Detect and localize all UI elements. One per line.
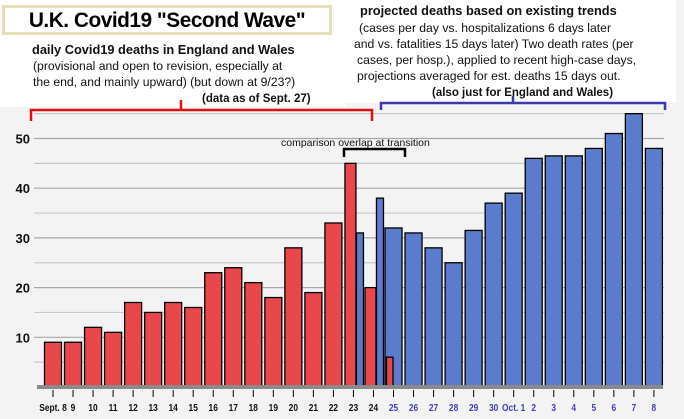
x-tick-label: 11 [109,402,119,414]
x-tick-label: 12 [128,402,137,414]
actual-bar [164,301,183,388]
overlap-bracket [342,147,407,157]
actual-data-bracket [29,100,374,121]
overlap-annotation: comparison overlap at transition [281,137,430,149]
projected-bar [375,197,385,388]
left-note-line: (provisional and open to revision, espec… [33,59,283,73]
x-tick-label: 27 [429,402,438,414]
actual-bar [344,162,357,388]
actual-bar [204,272,223,388]
x-tick-label: 7 [632,402,637,414]
left-note-line: the end, and mainly upward) (but down at… [33,75,296,89]
x-tick-label: 19 [269,402,278,414]
x-axis [37,385,663,389]
chart-title-text: U.K. Covid19 "Second Wave" Death Toll [28,9,306,32]
actual-bar [244,281,263,388]
right-note-line: cases, per hosp.), applied to recent hig… [357,53,637,67]
projected-bar [355,232,365,388]
actual-bar [324,222,343,388]
actual-bar [304,291,323,388]
actual-bar [143,311,163,388]
right-note-line: projections averaged for est. deaths 15 … [357,69,621,83]
header-background-right [346,0,676,103]
projected-bar [564,155,583,388]
x-tick-label: 4 [571,402,576,414]
projected-bar [584,147,603,388]
right-note-line: and vs. fatalities 15 days later) Two de… [354,37,634,51]
x-tick-label: 30 [489,402,498,414]
actual-bar [123,301,143,388]
projected-bar [424,247,443,388]
x-tick-label: 15 [189,402,199,414]
projected-bar [644,147,664,388]
x-tick-label: 18 [249,402,258,414]
y-tick-label: 50 [16,132,30,147]
y-tick-label: 20 [16,281,30,296]
x-tick-label: 26 [409,402,418,414]
x-tick-label: 3 [551,402,556,414]
x-tick-label: 16 [209,402,218,414]
actual-bar [184,306,203,388]
actual-bar [43,341,63,388]
left-note-heading: daily Covid19 deaths in England and Wale… [32,42,295,57]
x-tick-label: 25 [389,402,399,414]
projected-bar [624,113,644,388]
x-tick-label: 21 [309,402,319,414]
y-tick-label: 10 [16,330,30,345]
right-note-line: (cases per day vs. hospitalizations 6 da… [359,21,611,35]
x-tick-label: 2 [531,402,536,414]
projected-bar [544,155,563,388]
x-tick-label: 14 [169,402,179,414]
x-tick-label: Sept. 8 [39,402,67,414]
x-tick-label: Oct. 1 [502,402,526,414]
actual-bar [264,296,283,388]
x-tick-label: 20 [289,402,298,414]
projected-bar [604,132,623,388]
actual-bar [385,356,394,388]
projected-bar [524,157,543,388]
projected-bar [504,192,523,388]
x-tick-label: 9 [71,402,76,414]
x-tick-label: 24 [369,402,379,414]
x-tick-label: 10 [88,402,97,414]
y-tick-label: 30 [16,231,30,246]
projected-bar [464,229,483,388]
actual-bar [103,331,123,388]
projection-bracket [379,96,667,110]
x-tick-label: 29 [469,402,478,414]
x-tick-label: 28 [449,402,458,414]
chart-title: U.K. Covid19 "Second Wave" Death Toll [2,5,332,35]
projected-bar [404,232,423,388]
actual-bar [224,267,243,388]
actual-bar [284,247,303,388]
data-date-note: (data as of Sept. 27) [202,93,311,105]
y-tick-label: 40 [16,181,30,196]
x-tick-label: 23 [349,402,358,414]
x-tick-label: 17 [229,402,238,414]
x-tick-label: 13 [148,402,157,414]
projected-bar [444,262,463,388]
x-tick-label: 22 [329,402,338,414]
x-tick-label: 6 [612,402,617,414]
x-tick-label: 8 [652,402,657,414]
actual-bar [364,286,377,388]
right-note-heading: projected deaths based on existing trend… [360,3,617,18]
right-note-scope: (also just for England and Wales) [432,87,614,99]
x-tick-label: 5 [591,402,596,414]
projected-bar [484,202,503,388]
actual-bar [83,326,103,388]
actual-bar [63,341,83,388]
